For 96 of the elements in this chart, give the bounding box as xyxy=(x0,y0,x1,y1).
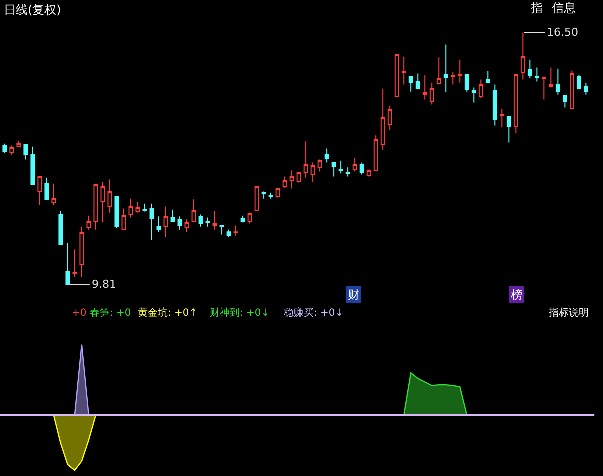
candlestick xyxy=(114,196,120,228)
candlestick xyxy=(24,144,28,160)
annotation: 16.50 xyxy=(547,26,578,39)
candlestick xyxy=(388,105,392,130)
candlestick xyxy=(570,70,574,110)
candlestick xyxy=(198,214,204,228)
candlestick xyxy=(16,140,22,148)
annotation: 9.81 xyxy=(92,278,116,291)
candlestick xyxy=(296,172,302,184)
candlestick xyxy=(332,162,336,178)
candlestick xyxy=(192,199,196,224)
text: 黄金坑: +0↑ xyxy=(138,307,198,319)
candlestick xyxy=(584,82,588,96)
text: 财 xyxy=(348,288,360,302)
candlestick xyxy=(282,176,288,188)
candlestick xyxy=(374,135,378,172)
candlestick xyxy=(352,157,358,172)
text: +0 xyxy=(72,308,87,319)
candlestick xyxy=(2,143,8,154)
text: 春笋: +0 xyxy=(90,307,132,319)
candlestick xyxy=(150,203,154,241)
text: 财神到: +0↓ xyxy=(210,307,270,319)
candlestick xyxy=(30,146,36,186)
candlestick xyxy=(226,229,232,238)
candlestick xyxy=(220,225,224,236)
candlestick xyxy=(422,75,428,100)
candlestick xyxy=(528,59,532,80)
candlestick xyxy=(556,68,560,96)
candlestick xyxy=(562,95,568,108)
candlestick xyxy=(212,210,218,230)
candlestick xyxy=(506,116,512,144)
candlestick xyxy=(234,225,238,236)
candlestick xyxy=(136,201,140,214)
candlestick xyxy=(108,179,112,214)
candlestick xyxy=(534,67,540,82)
candlestick xyxy=(464,74,470,92)
candlestick xyxy=(542,76,546,100)
candlestick xyxy=(290,170,294,190)
candlestick xyxy=(268,192,274,200)
candlestick xyxy=(310,162,316,182)
candlestick xyxy=(44,177,50,200)
candlestick xyxy=(170,209,176,222)
candlestick xyxy=(94,184,98,230)
candlestick xyxy=(206,217,210,228)
candlestick xyxy=(58,210,64,246)
candlestick xyxy=(324,148,330,164)
candlestick xyxy=(100,181,106,224)
candlestick xyxy=(486,71,490,84)
candlestick xyxy=(86,215,92,230)
candlestick xyxy=(128,198,134,218)
chart-title: 日线(复权) xyxy=(4,3,62,17)
candlestick xyxy=(430,82,434,106)
candlestick xyxy=(276,188,280,198)
candlestick xyxy=(178,216,182,230)
candlestick xyxy=(436,57,442,86)
candlestick xyxy=(548,67,554,88)
candlestick xyxy=(10,145,14,156)
candlestick xyxy=(318,159,322,172)
candlestick xyxy=(72,249,78,278)
candlestick xyxy=(472,87,476,104)
text: 指标说明 xyxy=(548,307,589,319)
candlestick xyxy=(52,183,56,206)
candlestick xyxy=(450,72,456,86)
candlestick xyxy=(262,191,266,200)
text: 信息 xyxy=(552,1,576,15)
candlestick xyxy=(184,219,190,233)
candlestick xyxy=(122,208,126,230)
candlestick xyxy=(444,44,448,94)
candlestick xyxy=(338,160,344,174)
candlestick xyxy=(520,32,526,80)
candlestick xyxy=(360,162,364,176)
text: 稳赚买: +0↓ xyxy=(284,307,344,319)
candlestick xyxy=(576,74,582,90)
candlestick xyxy=(164,206,168,238)
candlestick xyxy=(66,242,70,286)
candlestick xyxy=(38,176,42,206)
candlestick xyxy=(80,226,84,278)
text: 指 xyxy=(530,1,543,15)
candlestick xyxy=(380,88,386,150)
candlestick xyxy=(514,74,518,134)
candlestick xyxy=(366,169,372,178)
candlestick xyxy=(142,203,148,212)
candlestick xyxy=(492,84,498,126)
text: 榜 xyxy=(511,288,523,302)
candlestick xyxy=(458,59,462,84)
candlestick xyxy=(240,215,246,224)
candlestick xyxy=(248,212,252,224)
candlestick xyxy=(478,79,484,100)
candlestick xyxy=(408,76,414,92)
candlestick xyxy=(346,167,350,178)
candlestick xyxy=(402,56,406,86)
candlestick xyxy=(156,216,162,233)
candlestick xyxy=(304,141,308,178)
candlestick xyxy=(500,108,504,128)
candlestick xyxy=(394,54,400,98)
candlestick xyxy=(416,73,420,90)
